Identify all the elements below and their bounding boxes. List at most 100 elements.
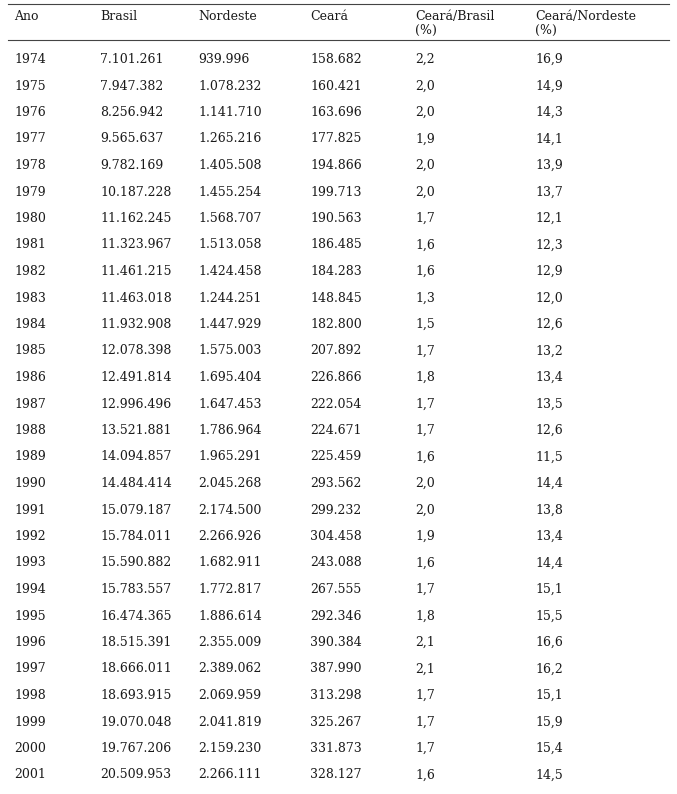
Text: 12,0: 12,0	[535, 291, 563, 305]
Text: 1,7: 1,7	[415, 424, 435, 437]
Text: 1,6: 1,6	[415, 450, 435, 464]
Text: 20.509.953: 20.509.953	[100, 769, 171, 781]
Text: 18.693.915: 18.693.915	[100, 689, 171, 702]
Text: 304.458: 304.458	[310, 530, 362, 543]
Text: 1.575.003: 1.575.003	[198, 345, 261, 357]
Text: 1,9: 1,9	[415, 133, 435, 145]
Text: (%): (%)	[415, 24, 437, 37]
Text: 1974: 1974	[14, 53, 46, 66]
Text: 1,5: 1,5	[415, 318, 435, 331]
Text: 1,7: 1,7	[415, 583, 435, 596]
Text: 16,6: 16,6	[535, 636, 563, 649]
Text: 1982: 1982	[14, 265, 46, 278]
Text: 15.590.882: 15.590.882	[100, 557, 171, 569]
Text: 1991: 1991	[14, 503, 46, 517]
Text: 7.101.261: 7.101.261	[100, 53, 164, 66]
Text: 1975: 1975	[14, 79, 45, 92]
Text: 1980: 1980	[14, 212, 46, 225]
Text: 158.682: 158.682	[310, 53, 362, 66]
Text: 1.695.404: 1.695.404	[198, 371, 261, 384]
Text: 1.965.291: 1.965.291	[198, 450, 261, 464]
Text: 15.079.187: 15.079.187	[100, 503, 171, 517]
Text: 1.424.458: 1.424.458	[198, 265, 261, 278]
Text: Ceará/Nordeste: Ceará/Nordeste	[535, 10, 636, 23]
Text: 16.474.365: 16.474.365	[100, 610, 171, 622]
Text: 2,1: 2,1	[415, 662, 435, 676]
Text: 387.990: 387.990	[310, 662, 362, 676]
Text: 243.088: 243.088	[310, 557, 362, 569]
Text: 14,1: 14,1	[535, 133, 563, 145]
Text: 11.162.245: 11.162.245	[100, 212, 171, 225]
Text: 1993: 1993	[14, 557, 46, 569]
Text: 184.283: 184.283	[310, 265, 362, 278]
Text: 1,7: 1,7	[415, 742, 435, 755]
Text: (%): (%)	[535, 24, 557, 37]
Text: 15,1: 15,1	[535, 689, 563, 702]
Text: 2.041.819: 2.041.819	[198, 715, 261, 729]
Text: 225.459: 225.459	[310, 450, 362, 464]
Text: 267.555: 267.555	[310, 583, 362, 596]
Text: 1,8: 1,8	[415, 371, 435, 384]
Text: 12,3: 12,3	[535, 238, 563, 252]
Text: 299.232: 299.232	[310, 503, 362, 517]
Text: 14,4: 14,4	[535, 557, 563, 569]
Text: 11,5: 11,5	[535, 450, 563, 464]
Text: 15,4: 15,4	[535, 742, 563, 755]
Text: 1.455.254: 1.455.254	[198, 186, 261, 198]
Text: 15,5: 15,5	[535, 610, 563, 622]
Text: 1998: 1998	[14, 689, 46, 702]
Text: 1989: 1989	[14, 450, 46, 464]
Text: 1988: 1988	[14, 424, 46, 437]
Text: 11.463.018: 11.463.018	[100, 291, 172, 305]
Text: 1.772.817: 1.772.817	[198, 583, 261, 596]
Text: 2.069.959: 2.069.959	[198, 689, 261, 702]
Text: 13,9: 13,9	[535, 159, 563, 172]
Text: 7.947.382: 7.947.382	[100, 79, 163, 92]
Text: 1.513.058: 1.513.058	[198, 238, 261, 252]
Text: 2.266.111: 2.266.111	[198, 769, 261, 781]
Text: 1,6: 1,6	[415, 265, 435, 278]
Text: 2,2: 2,2	[415, 53, 435, 66]
Text: 1,6: 1,6	[415, 238, 435, 252]
Text: 1997: 1997	[14, 662, 45, 676]
Text: 1990: 1990	[14, 477, 46, 490]
Text: 12,9: 12,9	[535, 265, 563, 278]
Text: 325.267: 325.267	[310, 715, 362, 729]
Text: 9.565.637: 9.565.637	[100, 133, 163, 145]
Text: 186.485: 186.485	[310, 238, 362, 252]
Text: 1984: 1984	[14, 318, 46, 331]
Text: 293.562: 293.562	[310, 477, 362, 490]
Text: 1.078.232: 1.078.232	[198, 79, 261, 92]
Text: 1985: 1985	[14, 345, 46, 357]
Text: 182.800: 182.800	[310, 318, 362, 331]
Text: 14.484.414: 14.484.414	[100, 477, 172, 490]
Text: 1999: 1999	[14, 715, 45, 729]
Text: 160.421: 160.421	[310, 79, 362, 92]
Text: 1,7: 1,7	[415, 398, 435, 410]
Text: 2000: 2000	[14, 742, 46, 755]
Text: 1.447.929: 1.447.929	[198, 318, 261, 331]
Text: 2,0: 2,0	[415, 186, 435, 198]
Text: 15,9: 15,9	[535, 715, 563, 729]
Text: 328.127: 328.127	[310, 769, 362, 781]
Text: 15.784.011: 15.784.011	[100, 530, 171, 543]
Text: 1986: 1986	[14, 371, 46, 384]
Text: 1.786.964: 1.786.964	[198, 424, 261, 437]
Text: 14,5: 14,5	[535, 769, 563, 781]
Text: 194.866: 194.866	[310, 159, 362, 172]
Text: 1,6: 1,6	[415, 769, 435, 781]
Text: 148.845: 148.845	[310, 291, 362, 305]
Text: 2001: 2001	[14, 769, 46, 781]
Text: 1981: 1981	[14, 238, 46, 252]
Text: 2.045.268: 2.045.268	[198, 477, 261, 490]
Text: Ano: Ano	[14, 10, 39, 23]
Text: 313.298: 313.298	[310, 689, 362, 702]
Text: 292.346: 292.346	[310, 610, 362, 622]
Text: 1.405.508: 1.405.508	[198, 159, 261, 172]
Text: 939.996: 939.996	[198, 53, 249, 66]
Text: 2,1: 2,1	[415, 636, 435, 649]
Text: Brasil: Brasil	[100, 10, 137, 23]
Text: 1.886.614: 1.886.614	[198, 610, 262, 622]
Text: 1.568.707: 1.568.707	[198, 212, 261, 225]
Text: 2,0: 2,0	[415, 477, 435, 490]
